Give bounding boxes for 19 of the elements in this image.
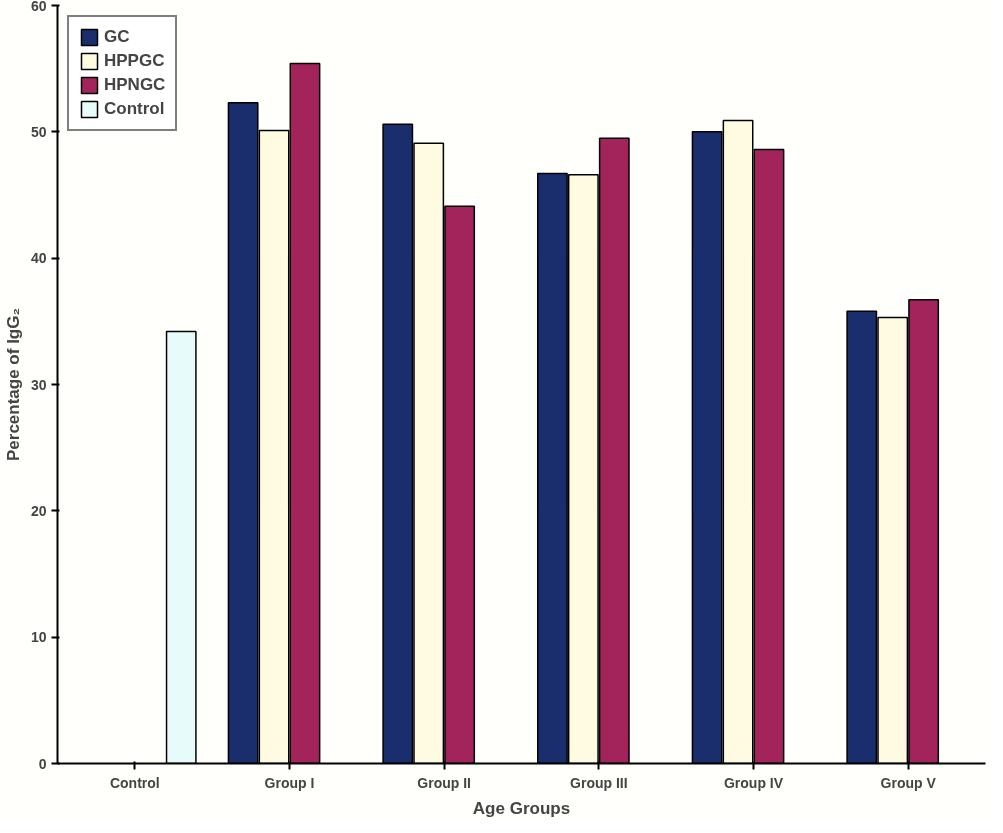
y-tick-label: 20 [30,502,47,519]
x-tick-label: Group II [417,774,472,791]
legend-label: Control [104,99,165,119]
y-tick-label: 50 [30,123,47,140]
y-tick-label: 40 [30,250,47,267]
x-tick-label: Control [109,774,160,791]
x-tick-label: Group I [264,774,315,791]
legend-label: HPPGC [104,51,165,71]
x-tick-label: Group IV [723,774,784,791]
legend-label: HPNGC [104,75,166,95]
y-tick-label: 10 [30,629,47,646]
x-tick-label: Group III [570,774,628,791]
x-tick-label: Group V [880,774,937,791]
y-tick-label: 60 [30,0,47,14]
y-axis-title: Percentage of IgG₂ [3,307,23,462]
x-axis-title: Age Groups [472,798,571,818]
legend-label: GC [104,27,130,47]
y-tick-label: 30 [30,376,47,393]
y-tick-label: 0 [38,755,47,772]
